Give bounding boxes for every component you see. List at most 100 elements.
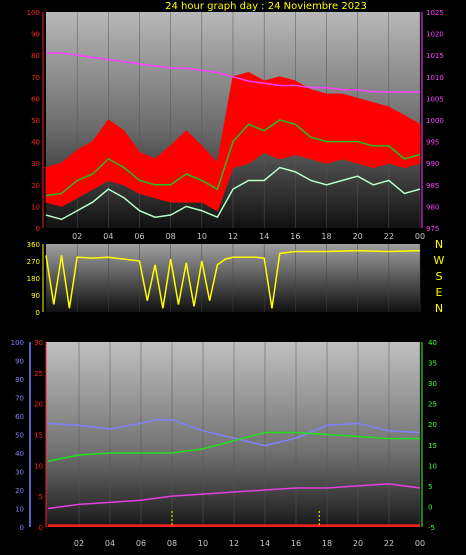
- panel-wind-pressure-series: [45, 52, 421, 221]
- series-line-1: [45, 119, 421, 197]
- series-line-2: [47, 483, 421, 510]
- hour-tick: 18: [321, 232, 331, 241]
- wind-speed-tick: 80: [31, 52, 40, 60]
- wind-speed-tick: 0: [36, 225, 40, 233]
- hour-tick: 22: [384, 232, 394, 241]
- hour-tick: 18: [322, 539, 332, 548]
- series-line-2: [45, 166, 421, 221]
- temperature-tick: 30: [34, 339, 43, 347]
- chart-title: 24 hour graph day : 24 Noviembre 2023: [165, 1, 367, 12]
- temperature-tick: 5: [39, 493, 43, 501]
- humidity-tick: 100: [11, 339, 24, 347]
- compass-label: S: [436, 270, 443, 283]
- hour-tick: 06: [134, 232, 144, 241]
- pressure-axis-ticks: 1025 1020 1015 1010 1005 1000 995 990 985 980 975: [426, 9, 444, 233]
- hour-tick: 04: [105, 539, 115, 548]
- pressure-tick: 1010: [426, 74, 444, 82]
- right-temperature-axis-ticks: 40 35 30 25 20 15 10 5 0 -5: [428, 339, 437, 532]
- pressure-tick: 1000: [426, 117, 444, 125]
- right-temperature-tick: 25: [428, 401, 437, 409]
- hour-tick: 08: [166, 232, 176, 241]
- temperature-tick: 15: [34, 432, 43, 440]
- pressure-tick: 1015: [426, 52, 444, 60]
- wind-speed-tick: 60: [31, 95, 40, 103]
- hour-tick: 12: [228, 232, 238, 241]
- pressure-tick: 980: [426, 203, 439, 211]
- hour-tick: 16: [290, 232, 300, 241]
- series-line-1: [47, 431, 420, 462]
- temperature-tick: 25: [34, 370, 43, 378]
- direction-tick: 0: [36, 309, 40, 317]
- wind-speed-tick: 40: [31, 139, 40, 147]
- humidity-tick: 60: [15, 413, 24, 421]
- series-line-3: [46, 52, 420, 93]
- panel-wind-pressure-x-ticks: 02 04 06 08 10 12 14 16 18 20 22 00: [72, 232, 425, 241]
- wind-speed-tick: 70: [31, 74, 40, 82]
- direction-axis-ticks: 360 270 180 90 0: [27, 241, 40, 317]
- hour-tick: 06: [136, 539, 146, 548]
- wind-speed-tick: 90: [31, 31, 40, 39]
- right-temperature-tick: 5: [428, 483, 432, 491]
- wind-speed-tick: 50: [31, 117, 40, 125]
- temperature-tick: 0: [39, 524, 43, 532]
- temperature-axis-ticks: 30 25 20 15 10 5 0: [34, 339, 43, 532]
- panel-wind-direction-series: [45, 249, 421, 309]
- wind-speed-tick: 100: [27, 9, 40, 17]
- pressure-tick: 985: [426, 182, 439, 190]
- humidity-tick: 20: [15, 487, 24, 495]
- right-temperature-tick: 30: [428, 380, 437, 388]
- humidity-tick: 70: [15, 395, 24, 403]
- right-temperature-tick: 35: [428, 360, 437, 368]
- series-line-0: [47, 418, 421, 447]
- humidity-tick: 0: [20, 524, 24, 532]
- direction-tick: 360: [27, 241, 40, 249]
- panel-temperature-humidity-series: [47, 418, 421, 526]
- humidity-tick: 80: [15, 376, 24, 384]
- hour-tick: 20: [353, 539, 363, 548]
- wind-speed-tick: 10: [31, 203, 40, 211]
- hour-tick: 22: [384, 539, 394, 548]
- hour-tick: 08: [167, 539, 177, 548]
- right-temperature-tick: 40: [428, 339, 437, 347]
- hour-tick: 12: [229, 539, 239, 548]
- right-temperature-tick: 20: [428, 421, 437, 429]
- panel-temperature-humidity-x-ticks: 02 04 06 08 10 12 14 16 18 20 22 00: [74, 539, 425, 548]
- direction-tick: 90: [31, 292, 40, 300]
- direction-tick: 180: [27, 275, 40, 283]
- wind-speed-tick: 20: [31, 182, 40, 190]
- temperature-tick: 10: [34, 462, 43, 470]
- pressure-tick: 975: [426, 225, 439, 233]
- humidity-tick: 30: [15, 469, 24, 477]
- right-temperature-tick: -5: [428, 524, 435, 532]
- panel-temperature-humidity-background: [46, 342, 420, 527]
- compass-label: N: [435, 302, 443, 315]
- panel-wind-direction-grid: [76, 244, 421, 312]
- right-temperature-tick: 15: [428, 442, 437, 450]
- compass-label: E: [436, 286, 443, 299]
- humidity-tick: 50: [15, 432, 24, 440]
- hour-tick: 14: [259, 232, 269, 241]
- hour-tick: 16: [291, 539, 301, 548]
- hour-tick: 02: [72, 232, 82, 241]
- hour-tick: 04: [103, 232, 113, 241]
- pressure-tick: 995: [426, 139, 439, 147]
- temperature-tick: 20: [34, 401, 43, 409]
- panel-temperature-humidity-grid: [48, 342, 421, 527]
- pressure-tick: 1005: [426, 95, 444, 103]
- hour-tick: 10: [198, 539, 208, 548]
- wind-speed-tick: 30: [31, 160, 40, 168]
- hour-tick: 10: [197, 232, 207, 241]
- humidity-tick: 10: [15, 506, 24, 514]
- humidity-tick: 90: [15, 358, 24, 366]
- pressure-tick: 1025: [426, 9, 444, 17]
- compass-label: W: [434, 254, 445, 267]
- wind-direction-line: [45, 249, 421, 309]
- hour-tick: 20: [353, 232, 363, 241]
